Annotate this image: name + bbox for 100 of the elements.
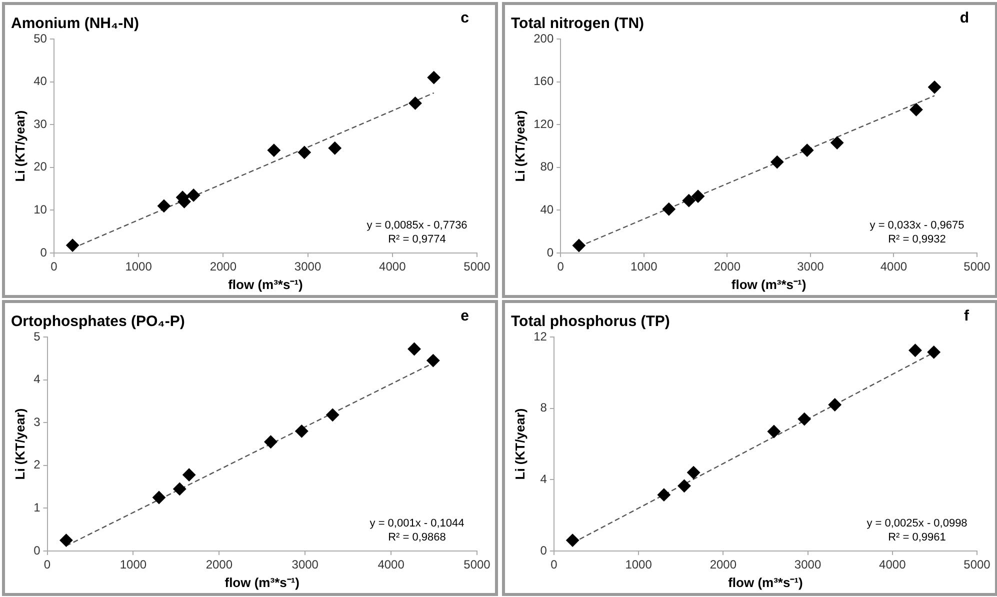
y-axis-title: Li (KT/year) xyxy=(512,110,528,182)
y-tick-label: 30 xyxy=(34,116,48,131)
point xyxy=(692,190,705,203)
x-tick-label: 3000 xyxy=(797,260,824,274)
y-tick-label: 0 xyxy=(34,543,41,558)
annotation: R² = 0,9774 xyxy=(388,234,446,246)
x-tick-label: 4000 xyxy=(879,558,906,572)
annotation: R² = 0,9932 xyxy=(888,234,946,246)
x-tick-label: 4000 xyxy=(880,260,908,274)
x-tick-label: 5000 xyxy=(964,558,991,572)
y-tick-label: 160 xyxy=(534,74,554,88)
point xyxy=(326,408,340,422)
y-tick-label: 50 xyxy=(34,31,48,46)
chart-title: Total phosphorus (TP) xyxy=(511,313,670,330)
y-axis-title: Li (KT/year) xyxy=(12,110,28,182)
y-tick-label: 4 xyxy=(34,372,41,386)
x-tick-label: 0 xyxy=(557,260,564,274)
point xyxy=(152,491,166,504)
point xyxy=(908,344,922,357)
text: f xyxy=(964,308,970,325)
y-tick-label: 80 xyxy=(540,160,554,174)
point xyxy=(800,144,814,157)
point xyxy=(427,71,440,84)
y-tick-label: 40 xyxy=(540,202,554,217)
point xyxy=(66,238,80,252)
point xyxy=(767,425,780,438)
y-tick-label: 40 xyxy=(34,74,48,88)
x-tick-label: 4000 xyxy=(379,260,406,274)
y-tick-label: 120 xyxy=(534,116,554,131)
x-tick-label: 1000 xyxy=(120,558,147,572)
y-tick-label: 4 xyxy=(540,472,548,486)
point xyxy=(830,136,844,150)
point xyxy=(682,194,696,208)
point xyxy=(182,468,196,482)
annotation: y = 0,0025x - 0,0998 xyxy=(866,518,968,530)
y-tick-label: 12 xyxy=(534,329,548,344)
x-tick-label: 3000 xyxy=(794,558,822,572)
x-axis-title: flow (m³*s⁻¹) xyxy=(228,276,303,292)
y-tick-label: 1 xyxy=(34,500,41,515)
point xyxy=(408,342,421,356)
x-tick-label: 4000 xyxy=(378,558,405,572)
x-axis-title: flow (m³*s⁻¹) xyxy=(224,574,300,590)
point xyxy=(295,424,308,438)
text: d xyxy=(960,10,969,27)
y-tick-label: 20 xyxy=(34,160,48,174)
annotation: y = 0,001x - 0,1044 xyxy=(370,518,464,530)
y-tick-label: 3 xyxy=(34,414,41,429)
point xyxy=(264,435,278,448)
chart-title: Ortophosphates (PO₄-P) xyxy=(11,313,185,330)
x-tick-label: 2000 xyxy=(210,260,237,274)
point xyxy=(426,354,440,368)
point xyxy=(798,412,811,426)
y-tick-label: 10 xyxy=(34,202,48,217)
x-tick-label: 0 xyxy=(50,260,58,274)
y-tick-label: 200 xyxy=(534,31,554,46)
y-axis-title: Li (KT/year) xyxy=(12,408,28,480)
x-tick-label: 1000 xyxy=(125,260,152,274)
x-tick-label: 1000 xyxy=(630,260,658,274)
annotation: R² = 0,9961 xyxy=(888,532,946,544)
y-tick-label: 0 xyxy=(540,543,548,558)
point xyxy=(927,346,940,359)
point xyxy=(408,96,422,110)
point xyxy=(187,188,200,202)
text: c xyxy=(460,10,469,27)
x-tick-label: 2000 xyxy=(206,558,233,572)
point xyxy=(267,144,280,157)
point xyxy=(60,534,73,547)
point xyxy=(687,466,700,480)
annotation: y = 0,0085x - 0,7736 xyxy=(366,220,468,232)
point xyxy=(566,534,580,547)
y-tick-label: 0 xyxy=(546,245,554,260)
x-tick-label: 2000 xyxy=(714,260,741,274)
point xyxy=(928,80,942,94)
annotation: y = 0,033x - 0,9675 xyxy=(870,220,964,232)
point xyxy=(662,202,676,216)
point xyxy=(678,479,691,492)
x-tick-label: 5000 xyxy=(464,260,491,274)
point xyxy=(328,142,342,155)
chart-title: Total nitrogen (TN) xyxy=(511,15,644,32)
x-tick-label: 3000 xyxy=(292,558,319,572)
y-tick-label: 8 xyxy=(540,400,548,415)
x-tick-label: 1000 xyxy=(625,558,652,572)
point xyxy=(828,398,842,412)
x-axis-title: flow (m³*s⁻¹) xyxy=(728,574,803,590)
x-tick-label: 3000 xyxy=(294,260,322,274)
point xyxy=(572,239,586,252)
text: e xyxy=(460,308,469,325)
point xyxy=(657,488,670,502)
point xyxy=(173,482,186,496)
annotation: R² = 0,9868 xyxy=(388,532,446,544)
y-axis-title: Li (KT/year) xyxy=(512,408,528,480)
y-tick-label: 5 xyxy=(34,329,41,344)
chart-title: Amonium (NH₄-N) xyxy=(11,15,139,32)
point xyxy=(157,199,170,212)
x-tick-label: 2000 xyxy=(710,558,737,572)
y-tick-label: 2 xyxy=(34,458,41,472)
point xyxy=(298,146,311,159)
point xyxy=(770,156,784,169)
point xyxy=(910,103,923,116)
x-tick-label: 5000 xyxy=(464,558,491,572)
